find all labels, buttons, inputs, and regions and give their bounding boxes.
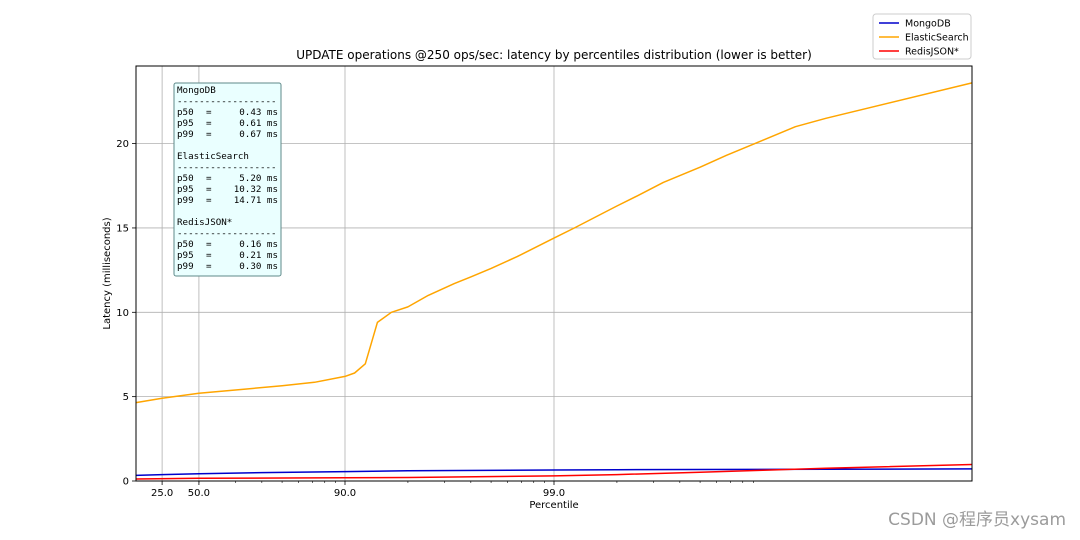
legend-entry-label: RedisJSON* bbox=[905, 47, 959, 58]
x-tick-label: 25.0 bbox=[151, 488, 173, 499]
stats-row-value: 0.30 ms bbox=[239, 261, 278, 272]
stats-row-label: p50 bbox=[177, 239, 194, 250]
stats-row-eq: = bbox=[206, 195, 212, 206]
stats-row-value: 0.21 ms bbox=[239, 250, 278, 261]
y-tick-label: 10 bbox=[116, 308, 129, 319]
stats-row-value: 0.43 ms bbox=[239, 107, 278, 118]
stats-row-eq: = bbox=[206, 261, 212, 272]
stats-heading: RedisJSON* bbox=[177, 217, 232, 228]
stats-row-value: 0.16 ms bbox=[239, 239, 278, 250]
series-line-mongodb bbox=[135, 468, 973, 477]
stats-row-label: p95 bbox=[177, 184, 194, 195]
stats-separator: ------------------ bbox=[177, 96, 277, 107]
stats-row-eq: = bbox=[206, 239, 212, 250]
x-tick-label: 90.0 bbox=[334, 488, 356, 499]
legend: MongoDB ElasticSearch RedisJSON* bbox=[872, 13, 972, 60]
x-axis-label: Percentile bbox=[529, 500, 578, 511]
stats-row-eq: = bbox=[206, 173, 212, 184]
stats-row-label: p50 bbox=[177, 173, 194, 184]
y-tick-label: 0 bbox=[123, 477, 129, 488]
stats-box-frame bbox=[173, 82, 282, 277]
stats-separator: ------------------ bbox=[177, 162, 277, 173]
stats-row-label: p95 bbox=[177, 118, 194, 129]
stats-row-eq: = bbox=[206, 250, 212, 261]
stats-separator: ------------------ bbox=[177, 228, 277, 239]
stats-row-label: p99 bbox=[177, 261, 194, 272]
series-lines bbox=[135, 82, 973, 480]
x-tick-label: 99.0 bbox=[543, 488, 565, 499]
stats-row-label: p50 bbox=[177, 107, 194, 118]
stats-heading: ElasticSearch bbox=[177, 151, 249, 162]
stats-row-value: 5.20 ms bbox=[239, 173, 278, 184]
legend-entry-label: MongoDB bbox=[905, 19, 951, 30]
stats-row-value: 10.32 ms bbox=[234, 184, 278, 195]
stats-row-eq: = bbox=[206, 129, 212, 140]
series-line-redisjson bbox=[135, 463, 973, 480]
stats-row-value: 14.71 ms bbox=[234, 195, 278, 206]
stats-row-eq: = bbox=[206, 107, 212, 118]
stats-row-value: 0.67 ms bbox=[239, 129, 278, 140]
stats-row-label: p99 bbox=[177, 129, 194, 140]
stats-row-label: p95 bbox=[177, 250, 194, 261]
watermark: CSDN @程序员xysam bbox=[888, 510, 1066, 530]
legend-frame bbox=[872, 13, 972, 60]
y-tick-label: 5 bbox=[123, 392, 129, 403]
stats-heading: MongoDB bbox=[177, 85, 216, 96]
series-line-elasticsearch bbox=[135, 82, 973, 404]
chart-title: UPDATE operations @250 ops/sec: latency … bbox=[296, 48, 812, 62]
stats-row-eq: = bbox=[206, 184, 212, 195]
y-tick-label: 15 bbox=[116, 223, 129, 234]
stats-row-value: 0.61 ms bbox=[239, 118, 278, 129]
x-tick-label: 50.0 bbox=[188, 488, 210, 499]
y-axis-label: Latency (milliseconds) bbox=[102, 217, 113, 329]
axes: 25.0 50.0 90.0 99.0 0 5 10 15 20 bbox=[116, 139, 754, 499]
stats-row-label: p99 bbox=[177, 195, 194, 206]
stats-row-eq: = bbox=[206, 118, 212, 129]
legend-entry-label: ElasticSearch bbox=[905, 33, 969, 44]
y-tick-label: 20 bbox=[116, 139, 129, 150]
